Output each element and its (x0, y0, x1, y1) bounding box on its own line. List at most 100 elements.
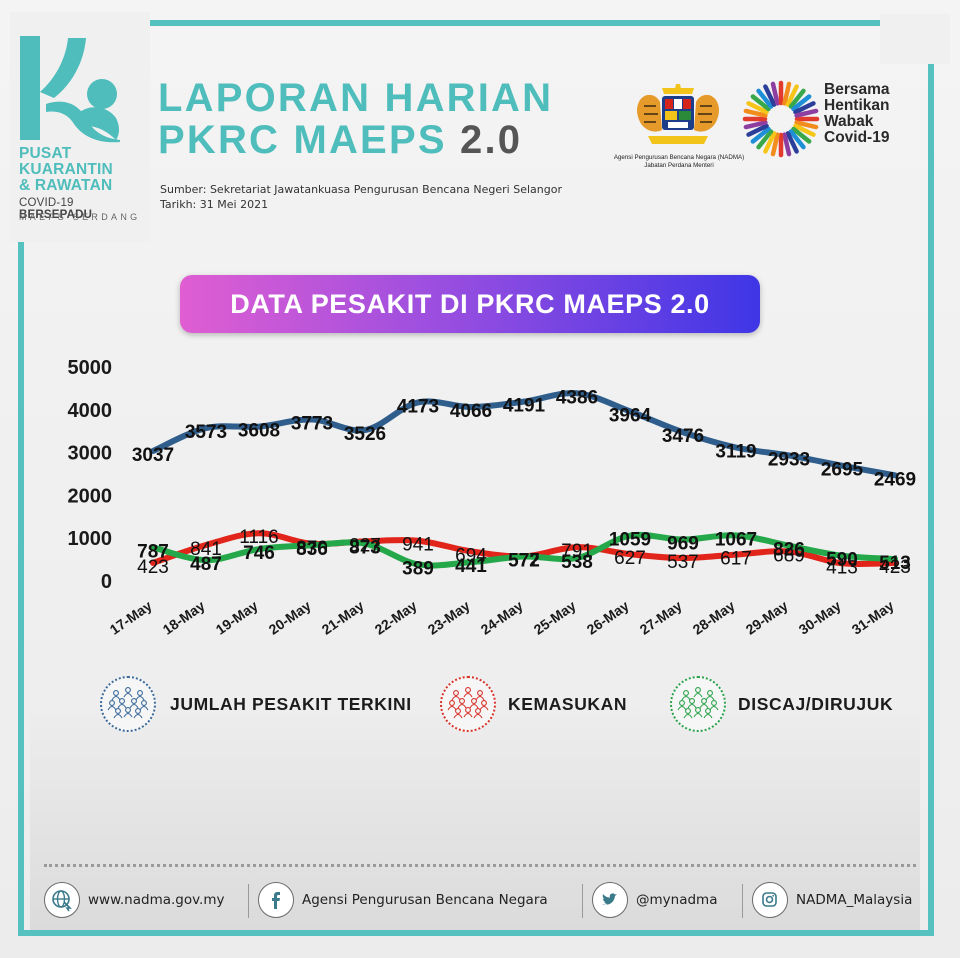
date-text: Tarikh: 31 Mei 2021 (160, 198, 269, 211)
globe-icon (44, 882, 80, 918)
data-label: 627 (614, 548, 646, 569)
report-title-version: 2.0 (460, 118, 523, 162)
x-tick-label: 21-May (319, 597, 367, 637)
facebook-link[interactable]: Agensi Pengurusan Bencana Negara (302, 892, 548, 908)
person-head (141, 700, 147, 706)
person-body (469, 703, 479, 709)
y-tick-label: 5000 (68, 357, 113, 379)
sun-ray (763, 84, 777, 107)
sun-ray (785, 131, 799, 154)
person-head (695, 687, 701, 693)
data-label: 423 (137, 557, 169, 578)
footer-divider (44, 864, 916, 867)
instagram-handle[interactable]: NADMA_Malaysia (796, 892, 913, 908)
y-tick-label: 1000 (68, 528, 113, 550)
person-body (473, 713, 483, 719)
instagram-icon[interactable] (752, 882, 788, 918)
person-body (123, 692, 133, 698)
sun-ray (782, 81, 792, 106)
data-label: 2469 (874, 469, 916, 490)
sun-ray (750, 94, 771, 112)
footer-separator (248, 884, 249, 918)
footer-separator (582, 884, 583, 918)
data-label: 787 (137, 541, 169, 562)
data-label: 3119 (715, 442, 756, 463)
logo-line3: & RAWATAN (19, 177, 113, 194)
person-body (705, 695, 715, 701)
x-tick-label: 27-May (637, 597, 685, 637)
data-label: 836 (296, 539, 328, 560)
data-label: 694 (455, 545, 487, 566)
person-head (683, 690, 689, 696)
sun-ray (791, 126, 812, 144)
data-label: 689 (773, 546, 805, 567)
data-labels: 3037 3573 3608 3773 3526 4173 4066 4191 4386 3964… (132, 387, 916, 579)
report-title-line1: LAPORAN HARIAN (158, 76, 554, 120)
person-head (679, 700, 685, 706)
person-head (707, 690, 713, 696)
data-label: 1067 (715, 529, 757, 550)
person-body (451, 695, 461, 701)
person-head (137, 690, 143, 696)
website-link[interactable]: www.nadma.gov.my (88, 892, 225, 908)
sun-ray (746, 101, 769, 115)
jumlah-line (150, 390, 898, 479)
person-body (683, 713, 693, 719)
logo-line5: MAEPS SERDANG (19, 212, 141, 222)
people-icon (107, 687, 149, 719)
person-body (117, 703, 127, 709)
person-body (463, 712, 473, 718)
sun-ray (746, 123, 769, 137)
data-label: 870 (296, 538, 328, 559)
data-label: 441 (455, 556, 487, 577)
data-label: 487 (190, 554, 222, 575)
data-label: 826 (773, 540, 805, 561)
person-body (693, 712, 703, 718)
agency-caption-line2: Jabatan Perdana Menteri (644, 162, 714, 169)
person-head (459, 698, 465, 704)
facebook-icon[interactable] (258, 882, 294, 918)
series-lines (150, 390, 898, 569)
person-head (113, 690, 119, 696)
legend-kemasukan-icon (440, 676, 496, 732)
x-tick-label: 26-May (584, 597, 632, 637)
sun-ray (794, 108, 819, 118)
sun-ray (793, 123, 816, 137)
person-head (481, 700, 487, 706)
campaign-line1: Bersama (824, 81, 890, 98)
y-tick-label: 4000 (68, 400, 113, 422)
data-label: 746 (243, 543, 275, 564)
person-body (107, 705, 117, 711)
data-label: 3964 (609, 405, 652, 426)
sun-ray (770, 132, 780, 157)
data-label: 927 (349, 535, 381, 556)
person-head (453, 690, 459, 696)
x-tick-label: 31-May (849, 597, 897, 637)
logo-line2: KUARANTIN (19, 161, 113, 178)
data-label: 2695 (821, 460, 864, 481)
sun-ray (743, 108, 768, 118)
twitter-icon[interactable] (592, 882, 628, 918)
person-head (119, 698, 125, 704)
data-label: 4066 (450, 401, 492, 422)
data-label: 4386 (556, 387, 598, 408)
campaign-sunburst-icon (742, 80, 820, 158)
data-label: 513 (879, 553, 911, 574)
data-label: 3526 (344, 424, 386, 445)
person-head (465, 687, 471, 693)
data-label: 617 (720, 549, 752, 570)
sun-ray (756, 129, 774, 150)
sun-ray (756, 88, 774, 109)
person-body (687, 703, 697, 709)
twitter-handle[interactable]: @mynadma (636, 892, 718, 908)
person-body (135, 695, 145, 701)
people-icon (447, 687, 489, 719)
person-body (703, 713, 713, 719)
sun-ray (750, 126, 771, 144)
person-body (457, 703, 467, 709)
chart-title-banner: DATA PESAKIT DI PKRC MAEPS 2.0 (180, 275, 760, 333)
pkrc-logo: PUSAT KUARANTIN & RAWATAN COVID-19 BERSE… (16, 34, 146, 244)
data-label: 791 (561, 541, 593, 562)
x-tick-label: 28-May (690, 597, 738, 637)
